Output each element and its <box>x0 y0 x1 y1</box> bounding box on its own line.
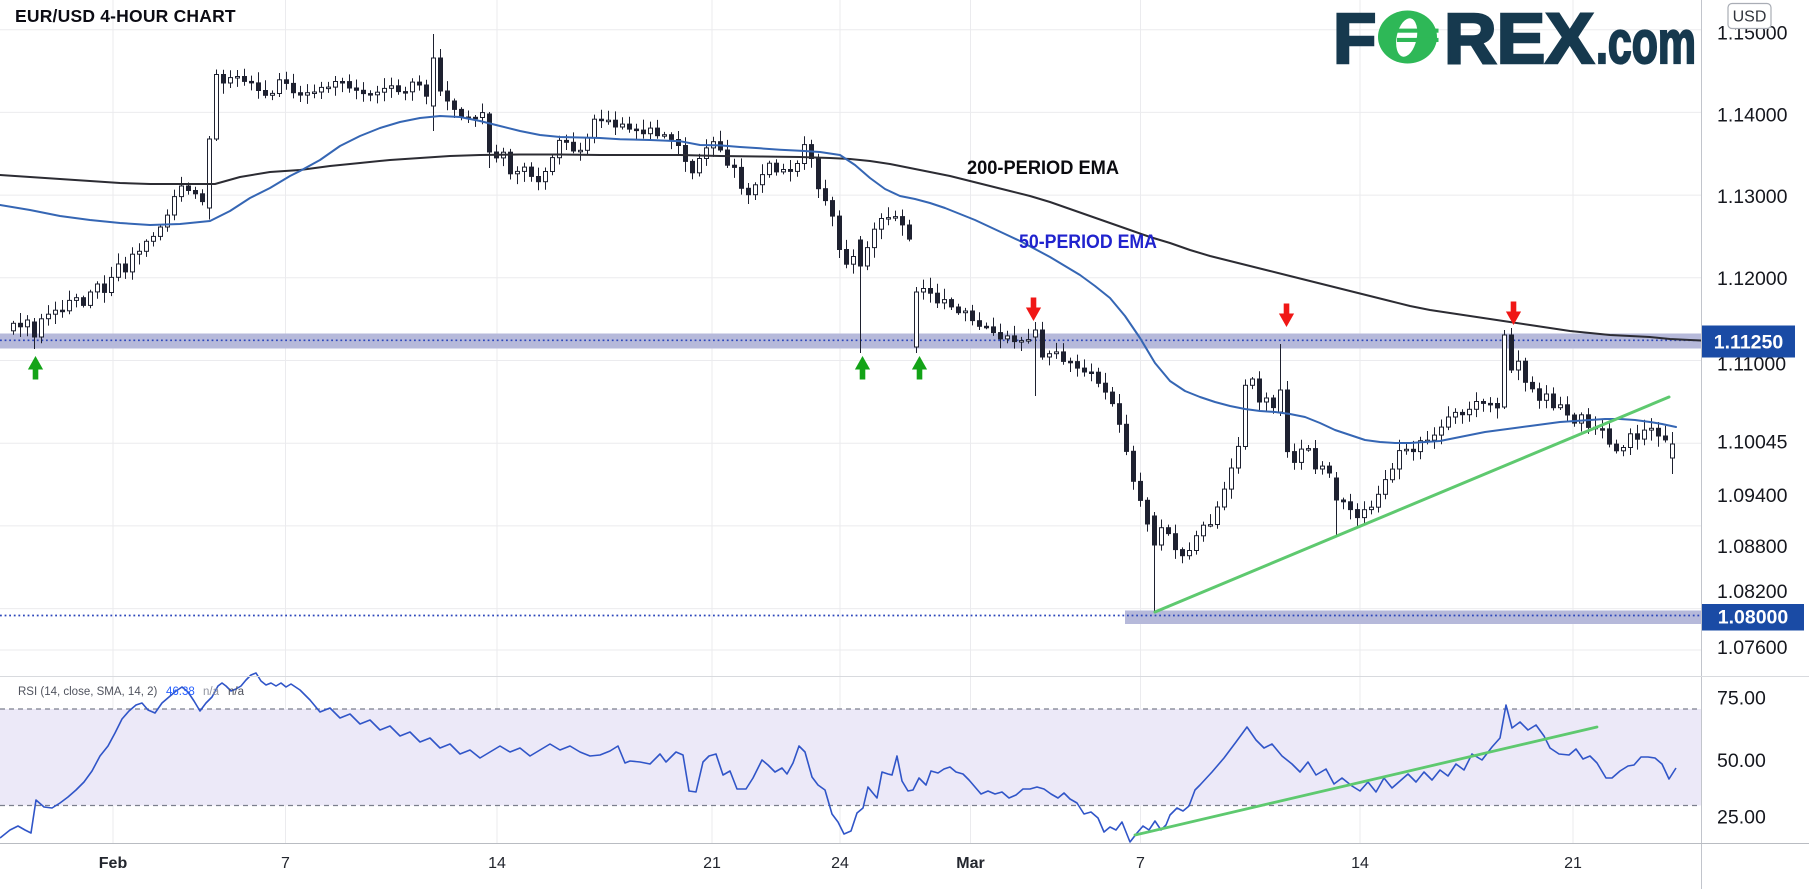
svg-text:Mar: Mar <box>956 855 984 872</box>
svg-text:21: 21 <box>1564 855 1582 872</box>
svg-text:200-PERIOD EMA: 200-PERIOD EMA <box>967 158 1119 179</box>
svg-text:F: F <box>1333 0 1376 79</box>
svg-text:1.10045: 1.10045 <box>1717 432 1788 454</box>
svg-text:14: 14 <box>488 855 506 872</box>
svg-text:.com: .com <box>1596 9 1696 76</box>
svg-text:7: 7 <box>1136 855 1145 872</box>
svg-text:14: 14 <box>1351 855 1369 872</box>
svg-text:1.11250: 1.11250 <box>1714 332 1784 354</box>
svg-text:Feb: Feb <box>99 855 128 872</box>
svg-text:1.14000: 1.14000 <box>1717 105 1788 127</box>
svg-text:1.12000: 1.12000 <box>1717 268 1788 290</box>
svg-text:1.08200: 1.08200 <box>1717 581 1788 603</box>
svg-text:1.13000: 1.13000 <box>1717 186 1788 208</box>
svg-text:n/a: n/a <box>228 686 245 698</box>
svg-text:50.00: 50.00 <box>1717 750 1766 772</box>
svg-text:EUR/USD 4-HOUR CHART: EUR/USD 4-HOUR CHART <box>15 6 236 26</box>
svg-text:24: 24 <box>831 855 849 872</box>
svg-text:25.00: 25.00 <box>1717 807 1766 829</box>
svg-text:50-PERIOD EMA: 50-PERIOD EMA <box>1019 232 1157 253</box>
svg-text:1.09400: 1.09400 <box>1717 485 1788 507</box>
svg-text:21: 21 <box>703 855 721 872</box>
svg-text:RSI (14, close, SMA, 14, 2): RSI (14, close, SMA, 14, 2) <box>18 686 158 698</box>
svg-text:75.00: 75.00 <box>1717 688 1766 710</box>
svg-text:n/a: n/a <box>203 686 220 698</box>
svg-text:1.08800: 1.08800 <box>1717 536 1788 558</box>
svg-text:1.08000: 1.08000 <box>1718 607 1789 629</box>
svg-text:USD: USD <box>1733 9 1767 26</box>
svg-text:7: 7 <box>281 855 290 872</box>
svg-text:46.38: 46.38 <box>166 686 195 698</box>
svg-text:1.11000: 1.11000 <box>1717 354 1786 376</box>
svg-text:1.07600: 1.07600 <box>1717 637 1788 659</box>
svg-text:REX: REX <box>1444 0 1594 79</box>
